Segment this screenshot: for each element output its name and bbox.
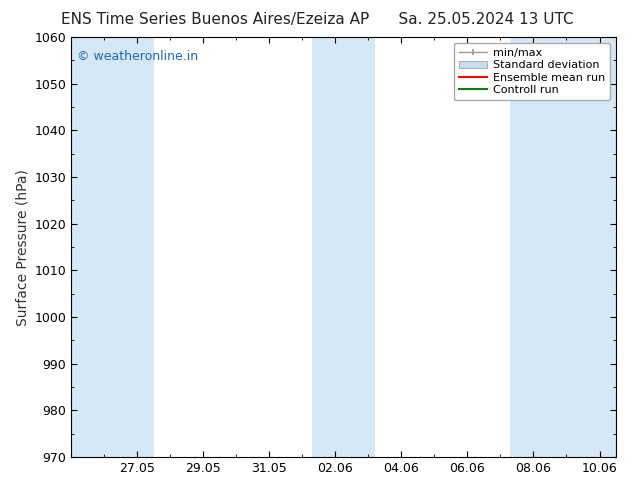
Legend: min/max, Standard deviation, Ensemble mean run, Controll run: min/max, Standard deviation, Ensemble me… — [454, 43, 611, 100]
Y-axis label: Surface Pressure (hPa): Surface Pressure (hPa) — [15, 169, 29, 325]
Bar — [71, 37, 154, 457]
Bar — [313, 37, 375, 457]
Bar — [510, 37, 616, 457]
Text: ENS Time Series Buenos Aires/Ezeiza AP      Sa. 25.05.2024 13 UTC: ENS Time Series Buenos Aires/Ezeiza AP S… — [61, 12, 573, 27]
Text: © weatheronline.in: © weatheronline.in — [77, 50, 198, 63]
